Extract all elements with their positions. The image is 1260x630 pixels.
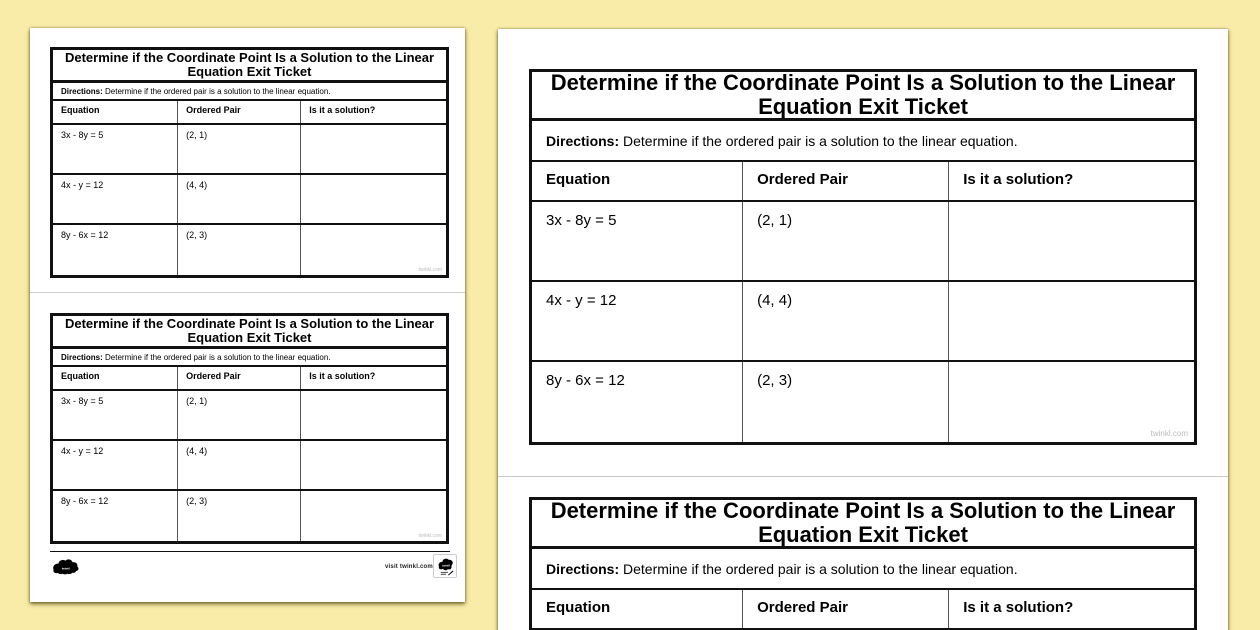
svg-text:twinkl: twinkl [62,567,70,571]
